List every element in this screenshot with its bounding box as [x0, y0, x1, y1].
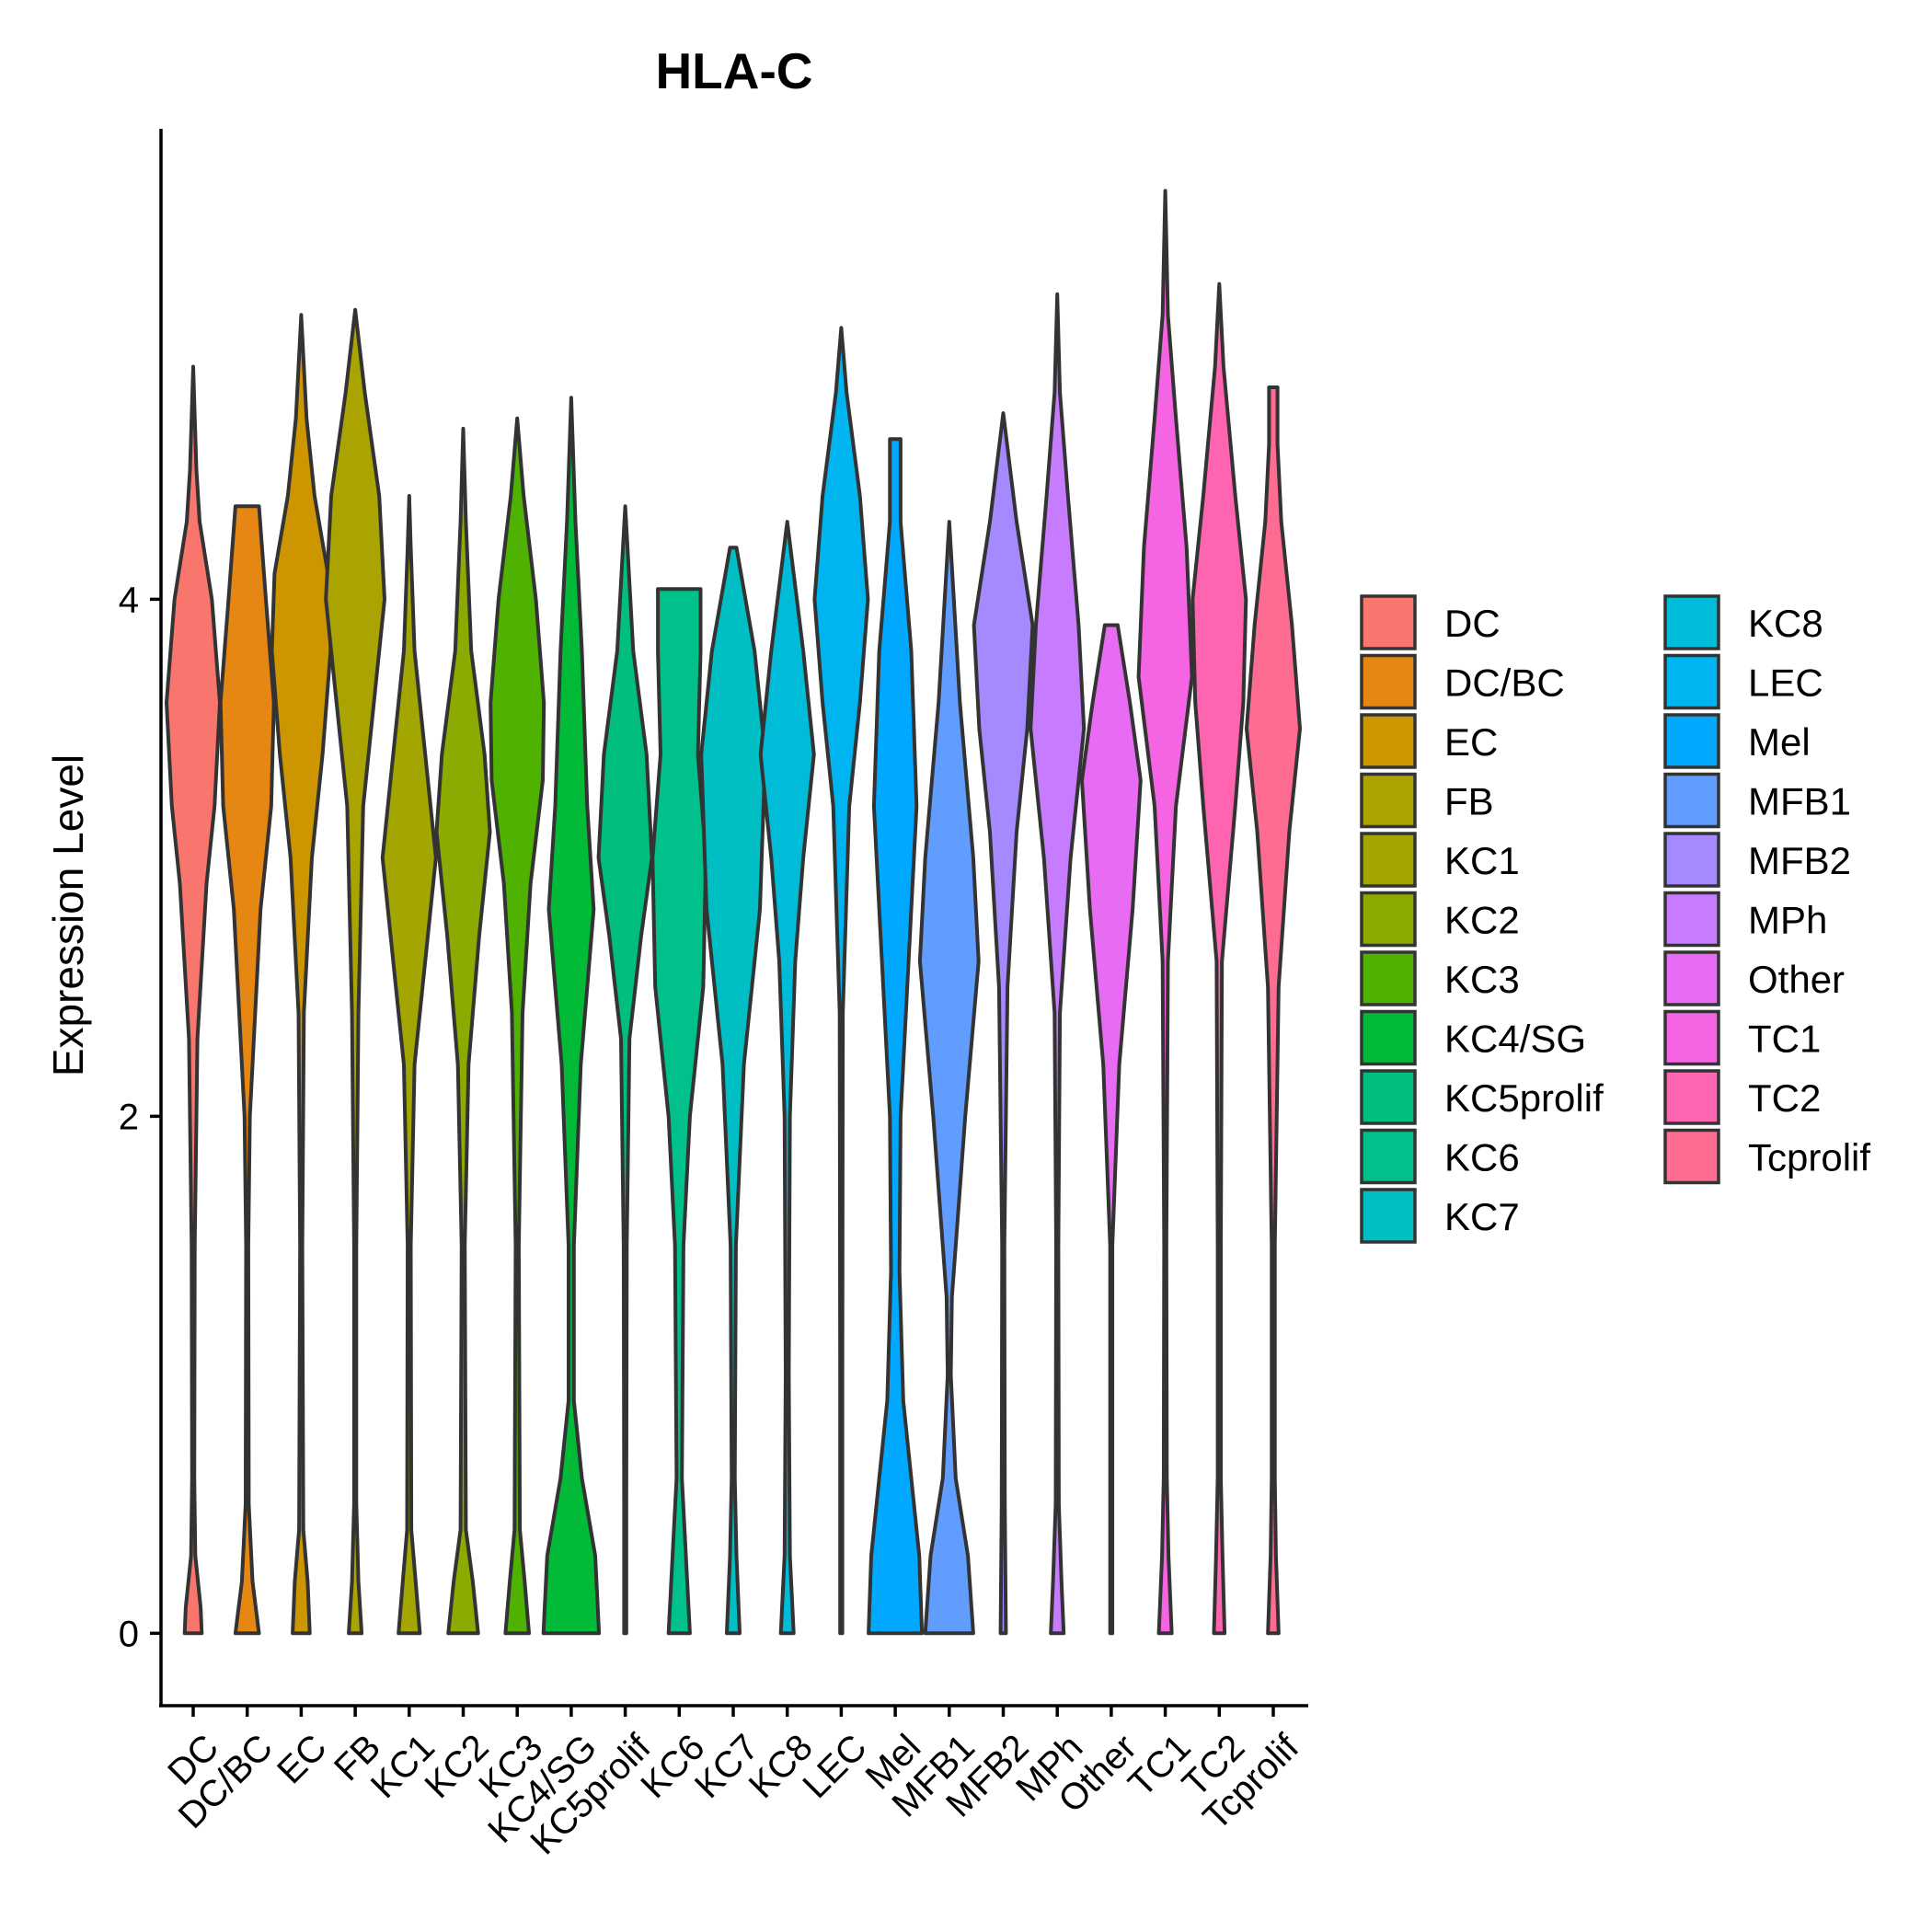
y-tick-label: 2 [119, 1097, 139, 1137]
legend-label: KC8 [1748, 602, 1823, 645]
violin-kc5prolif [596, 504, 654, 1636]
x-tick-label: EC [270, 1727, 334, 1791]
violin-kc3 [489, 416, 546, 1636]
legend-label: MPh [1748, 899, 1827, 942]
violin-lec [812, 326, 870, 1636]
legend-key [1360, 713, 1417, 769]
legend-key [1360, 1009, 1417, 1066]
violin-mel [867, 437, 925, 1636]
violin-tcprolif [1245, 385, 1302, 1636]
x-ticks: DCDC/BCECFBKC1KC2KC3KC4/SGKC5prolifKC6KC… [160, 1706, 1307, 1862]
legend-label: KC2 [1444, 899, 1520, 942]
legend-label: KC7 [1444, 1195, 1520, 1238]
violin-mfb1 [917, 520, 981, 1636]
y-ticks: 0 2 4 [119, 580, 161, 1654]
violin-kc1 [380, 494, 438, 1636]
violin-other [1080, 623, 1143, 1636]
legend-label: Mel [1748, 720, 1811, 764]
legend-key [1360, 1069, 1417, 1125]
legend-key [1663, 713, 1720, 769]
legend-key [1663, 891, 1720, 948]
violin-tc1 [1136, 189, 1194, 1636]
violins [165, 189, 1302, 1636]
legend-label: KC3 [1444, 958, 1520, 1001]
y-axis-label: Expression Level [44, 754, 92, 1076]
legend-label: KC1 [1444, 839, 1520, 882]
legend-key [1360, 772, 1417, 829]
legend-key [1360, 832, 1417, 888]
legend-key [1360, 891, 1417, 948]
legend-label: MFB1 [1748, 780, 1851, 823]
legend-key [1663, 594, 1720, 650]
legend-key [1663, 1009, 1720, 1066]
legend-key [1663, 653, 1720, 710]
legend-label: Tcprolif [1748, 1136, 1870, 1179]
violin-ec [270, 313, 333, 1636]
legend-label: KC5prolif [1444, 1076, 1604, 1120]
legend-key [1663, 832, 1720, 888]
violin-tc2 [1190, 282, 1248, 1636]
legend-label: Other [1748, 958, 1845, 1001]
legend-key [1663, 950, 1720, 1006]
violin-kc7 [699, 546, 767, 1636]
legend-label: TC2 [1748, 1076, 1821, 1120]
y-tick-label: 0 [119, 1614, 139, 1654]
legend-label: TC1 [1748, 1018, 1821, 1061]
legend-label: KC4/SG [1444, 1018, 1586, 1061]
legend-key [1360, 653, 1417, 710]
violin-kc6 [650, 587, 708, 1636]
legend-key [1360, 1128, 1417, 1185]
violin-dc [165, 364, 222, 1636]
legend-key [1360, 594, 1417, 650]
legend-label: DC [1444, 602, 1501, 645]
legend-key [1360, 1188, 1417, 1244]
violin-mfb2 [972, 411, 1035, 1636]
legend-key [1663, 772, 1720, 829]
violin-kc8 [758, 520, 816, 1636]
legend-label: LEC [1748, 661, 1823, 705]
y-tick-label: 4 [119, 580, 139, 620]
legend-label: DC/BC [1444, 661, 1565, 705]
legend-key [1360, 950, 1417, 1006]
violin-fb [324, 307, 386, 1636]
legend: DC DC/BC EC FB KC1 KC2 KC3 KC4/SG KC5prolif KC6 KC… [1360, 594, 1870, 1244]
legend-label: EC [1444, 720, 1498, 764]
legend-label: FB [1444, 780, 1494, 823]
violin-kc4-sg [541, 396, 602, 1636]
legend-label: KC6 [1444, 1136, 1520, 1179]
violin-dc-bc [218, 504, 276, 1636]
legend-label: MFB2 [1748, 839, 1851, 882]
chart-title: HLA-C [655, 42, 812, 99]
legend-key [1663, 1069, 1720, 1125]
violin-mph [1029, 292, 1087, 1636]
violin-kc2 [434, 426, 492, 1636]
legend-key [1663, 1128, 1720, 1185]
